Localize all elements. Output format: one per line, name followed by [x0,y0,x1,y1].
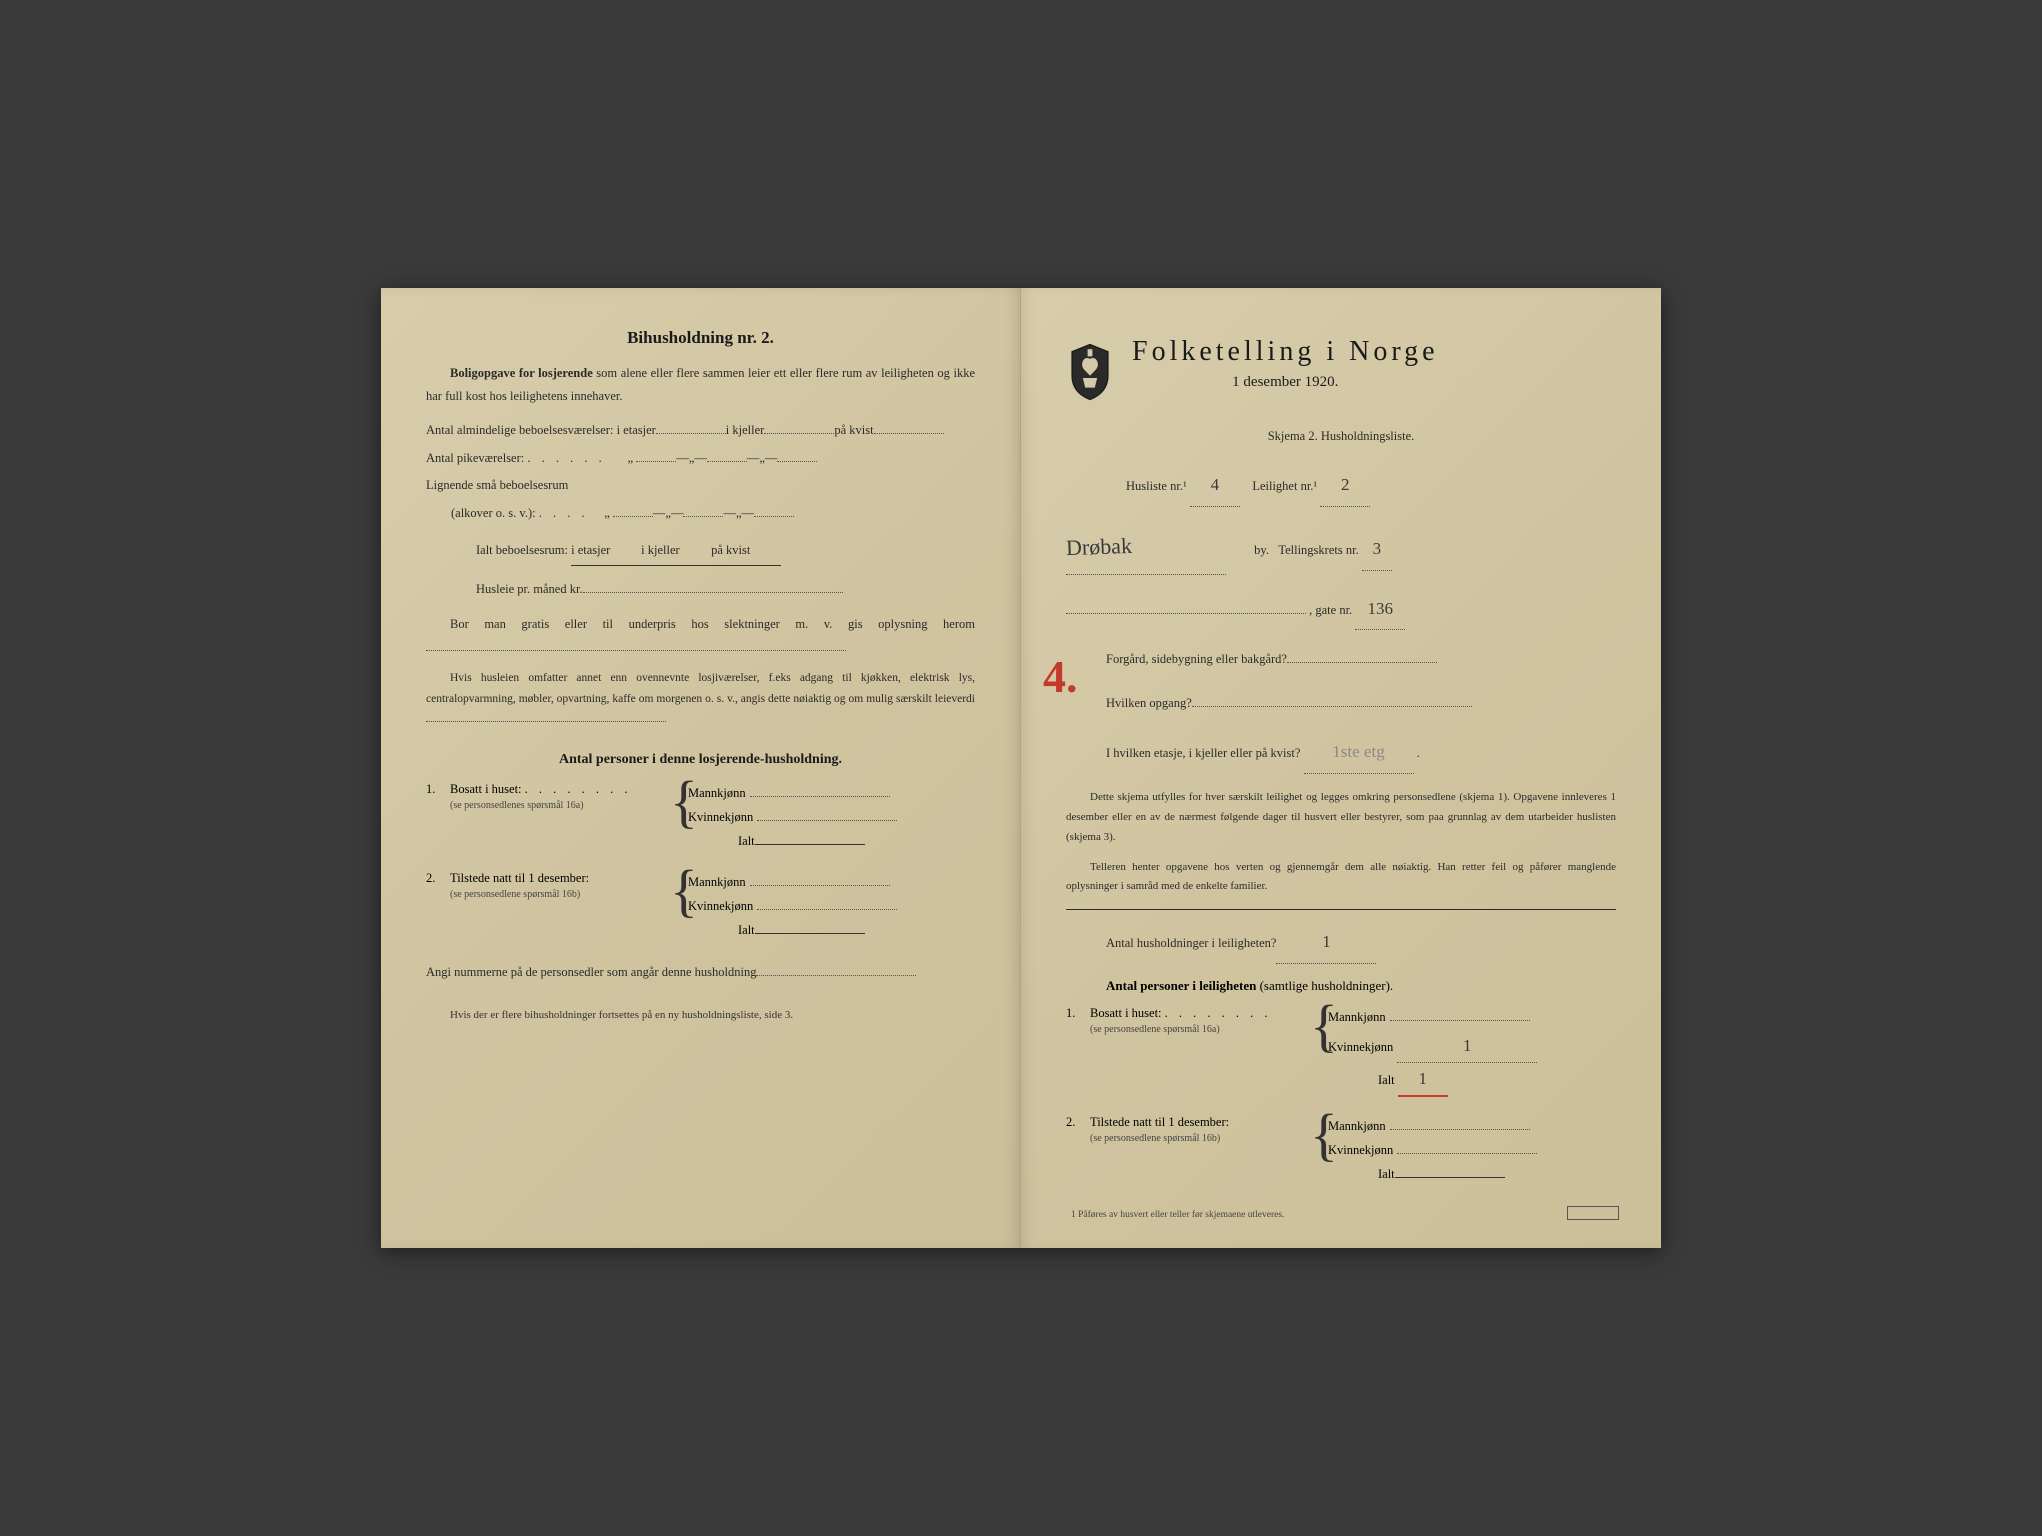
left-footnote: Hvis der er flere bihusholdninger fortse… [426,1009,975,1021]
row1-label-col: Bosatt i huset: . . . . . . . . (se pers… [450,782,670,853]
husliste-line: Husliste nr.¹ 4 Leilighet nr.¹ 2 [1066,465,1616,507]
r-row1-label: Bosatt i huset: . . . . . . . . (se pers… [1090,1006,1310,1097]
intro-paragraph: Boligopgave for losjerende som alene ell… [426,362,975,407]
right-header-text: Folketelling i Norge 1 desember 1920. [1132,328,1439,415]
right-footnote: 1 Påføres av husvert eller teller før sk… [1071,1210,1284,1220]
field-lignende: Lignende små beboelsesrum (alkover o. s.… [426,472,975,527]
r-row1-num: 1. [1066,1006,1090,1097]
left-page: Bihusholdning nr. 2. Boligopgave for los… [381,288,1021,1248]
brace-icon: { [670,776,688,847]
census-document: Bihusholdning nr. 2. Boligopgave for los… [381,288,1661,1248]
r-row1-values: Mannkjønn Kvinnekjønn1 Ialt 1 [1328,1006,1616,1097]
row2-label-col: Tilstede natt til 1 desember: (se person… [450,871,670,942]
antal-hush-line: Antal husholdninger i leiligheten?1 [1066,922,1616,964]
red-annotation: 4. [1043,650,1078,703]
opgang-line: Hvilken opgang? [1066,688,1616,718]
para-hvis: Hvis husleien omfatter annet enn ovennev… [426,668,975,730]
right-section-title: Antal personer i leiligheten (samtlige h… [1066,978,1616,994]
etasje-line: I hvilken etasje, i kjeller eller på kvi… [1066,732,1616,774]
r-row2-label: Tilstede natt til 1 desember: (se person… [1090,1115,1310,1186]
intro-bold: Boligopgave for losjerende [450,366,593,380]
right-row-1: 1. Bosatt i huset: . . . . . . . . (se p… [1066,1006,1616,1097]
subtitle: 1 desember 1920. [1132,374,1439,391]
right-row-2: 2. Tilstede natt til 1 desember: (se per… [1066,1115,1616,1186]
print-stamp [1567,1206,1619,1220]
row2-values: Mannkjønn Kvinnekjønn Ialt [688,871,975,942]
brace-icon: { [1310,1000,1328,1091]
row1-values: Mannkjønn Kvinnekjønn Ialt [688,782,975,853]
left-row-2: 2. Tilstede natt til 1 desember: (se per… [426,871,975,942]
right-page: 4. Folketelling i Norge 1 desember 1920.… [1021,288,1661,1248]
field-pike: Antal pikeværelser: . . . . . . „ —„——„— [426,445,975,473]
gate-line: , gate nr. 136 [1066,589,1616,631]
row1-num: 1. [426,782,450,853]
para-dette: Dette skjema utfylles for hver særskilt … [1066,788,1616,847]
coat-of-arms-icon [1066,342,1114,402]
divider [1066,909,1616,910]
brace-icon: { [670,865,688,936]
para-bor: Bor man gratis eller til underpris hos s… [426,613,975,658]
field-antal-alm: Antal almindelige beboelsesværelser: i e… [426,417,975,445]
field-husleie: Husleie pr. måned kr. [426,576,975,604]
para-angi: Angi nummerne på de personsedler som ang… [426,961,975,984]
row2-num: 2. [426,871,450,942]
left-heading: Bihusholdning nr. 2. [426,328,975,348]
main-title: Folketelling i Norge [1132,336,1439,368]
brace-icon: { [1310,1109,1328,1180]
r-row2-values: Mannkjønn Kvinnekjønn Ialt [1328,1115,1616,1186]
para-telleren: Telleren henter opgavene hos verten og g… [1066,858,1616,898]
forgard-line: Forgård, sidebygning eller bakgård? [1066,644,1616,674]
right-header: Folketelling i Norge 1 desember 1920. [1066,328,1616,415]
left-row-1: 1. Bosatt i huset: . . . . . . . . (se p… [426,782,975,853]
left-section-title: Antal personer i denne losjerende-hushol… [426,752,975,768]
field-ialt-beboelse: Ialt beboelsesrum: i etasjeri kjellerpå … [426,537,975,566]
by-line: Drøbak by. Tellingskrets nr. 3 [1066,521,1616,575]
skjema-line: Skjema 2. Husholdningsliste. [1066,421,1616,451]
r-row2-num: 2. [1066,1115,1090,1186]
